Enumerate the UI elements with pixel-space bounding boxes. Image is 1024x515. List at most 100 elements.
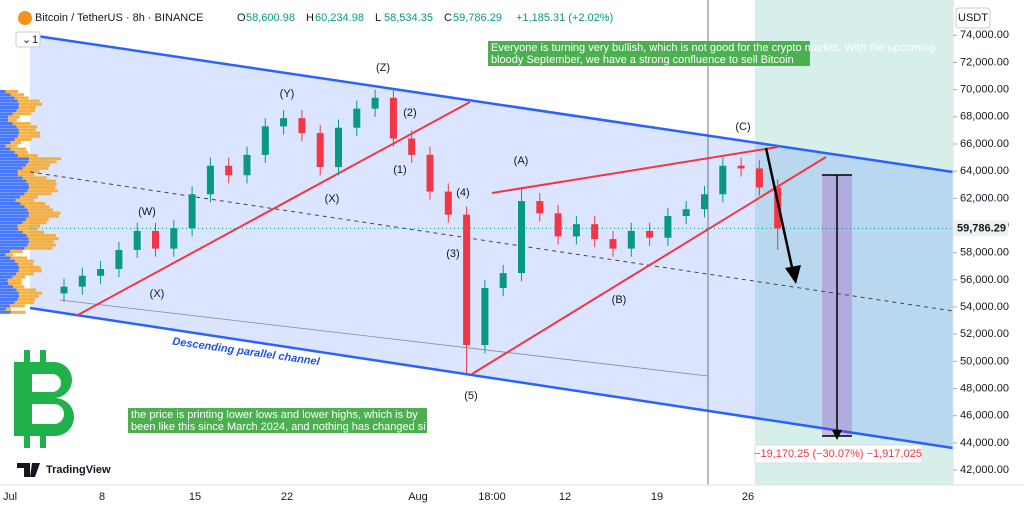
profile-bar	[18, 128, 36, 132]
target-zone	[755, 0, 953, 485]
note-text: the price is printing lower lows and low…	[131, 409, 418, 421]
profile-bar	[14, 301, 35, 305]
candle-body	[261, 126, 269, 155]
profile-bar	[18, 269, 42, 273]
profile-bar	[0, 170, 18, 173]
candle-body	[444, 191, 452, 215]
header: Bitcoin / TetherUS · 8h · BINANCE O 58,60…	[18, 11, 613, 25]
currency-badge[interactable]	[955, 7, 991, 29]
logo-text: TradingView	[46, 464, 111, 476]
wave-label: (X)	[325, 193, 340, 205]
candle-body	[225, 165, 233, 176]
candle-body	[774, 187, 782, 229]
y-tick-label: 68,000.00	[960, 111, 1009, 123]
profile-bar	[12, 112, 32, 116]
profile-bar	[27, 243, 56, 247]
last-price-label: 59,786.29	[957, 222, 1006, 234]
y-tick-label: 54,000.00	[960, 301, 1009, 313]
profile-bar	[0, 298, 18, 301]
bitcoin-logo	[14, 350, 75, 448]
wave-label: (B)	[612, 294, 627, 306]
profile-bar	[13, 285, 25, 289]
profile-bar	[20, 202, 46, 205]
profile-bar	[5, 253, 14, 257]
red-line	[471, 156, 827, 375]
profile-bar	[0, 96, 15, 100]
profile-bar	[29, 211, 61, 215]
candle-body	[701, 194, 708, 210]
wave-label: (X)	[150, 288, 165, 300]
candle-body	[170, 228, 178, 249]
interval-badge[interactable]	[15, 31, 41, 48]
profile-bar	[0, 275, 13, 279]
profile-bar	[0, 282, 9, 285]
profile-bar	[0, 310, 11, 314]
candle-body	[97, 268, 105, 276]
profile-bar	[28, 160, 57, 164]
price-axis	[953, 0, 1024, 515]
profile-bar	[0, 211, 30, 215]
profile-bar	[19, 131, 41, 135]
profile-bar	[8, 282, 22, 285]
profile-bar	[0, 134, 18, 138]
candle-body	[371, 97, 379, 109]
profile-bar	[26, 218, 49, 221]
profile-bar	[10, 256, 28, 260]
y-tick-label: 74,000.00	[960, 29, 1009, 41]
profile-bar	[29, 186, 56, 189]
profile-bar	[14, 138, 32, 141]
profile-bar	[7, 278, 22, 282]
profile-bar	[16, 288, 37, 292]
header-value: 58,534.35	[384, 12, 433, 24]
profile-bar	[27, 189, 58, 193]
candle-body	[627, 230, 635, 249]
candle-body	[554, 213, 562, 237]
profile-bar	[10, 310, 26, 314]
profile-bar	[0, 202, 21, 205]
candle-body	[60, 286, 68, 294]
header-change: +1,185.31 (+2.02%)	[516, 12, 613, 24]
candle-body	[481, 288, 489, 346]
y-tick-label: 46,000.00	[960, 410, 1009, 422]
profile-bar	[16, 125, 38, 129]
measure-arrowhead	[832, 430, 842, 440]
profile-bar	[0, 214, 29, 218]
note-box	[488, 41, 810, 66]
candle-body	[280, 118, 288, 127]
profile-bar	[0, 147, 11, 151]
header-key: H	[306, 12, 314, 24]
currency[interactable]: USDT	[958, 12, 988, 24]
chevron[interactable]: ⌄	[22, 34, 31, 46]
candle-body	[536, 201, 544, 214]
profile-bar	[0, 269, 19, 273]
coin-icon	[18, 11, 32, 25]
profile-bar	[29, 157, 61, 161]
profile-bar	[0, 182, 29, 186]
profile-bar	[0, 90, 6, 93]
x-tick-label: 12	[559, 491, 571, 503]
profile-bar	[0, 173, 19, 177]
channel-lower	[29, 306, 954, 450]
profile-bar	[18, 106, 36, 109]
x-tick-label: 8	[99, 491, 105, 503]
candle-body	[755, 168, 763, 188]
profile-bar	[7, 115, 20, 119]
tradingview-logo: TradingView	[17, 463, 111, 477]
profile-bar	[0, 128, 19, 132]
interval-badge-text[interactable]: 1	[32, 34, 38, 46]
profile-bar	[14, 150, 29, 154]
measure-label-box	[754, 444, 923, 464]
profile-bar	[0, 186, 30, 189]
profile-bar	[28, 182, 57, 186]
profile-bar	[0, 189, 28, 193]
volume-profile	[0, 90, 61, 314]
header-value: 58,600.98	[246, 12, 295, 24]
candle-body	[499, 273, 507, 289]
arrowhead	[785, 265, 801, 284]
profile-bar	[16, 109, 35, 113]
profile-bar	[0, 307, 6, 311]
profile-bar	[0, 106, 19, 109]
y-tick-label: 64,000.00	[960, 165, 1009, 177]
candle-body	[133, 230, 141, 250]
